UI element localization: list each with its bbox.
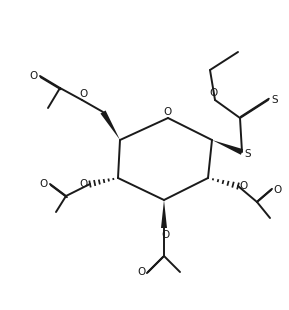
Text: S: S [245, 149, 251, 159]
Polygon shape [161, 200, 167, 228]
Text: O: O [210, 88, 218, 98]
Text: O: O [161, 230, 169, 240]
Text: O: O [79, 89, 87, 99]
Text: O: O [240, 181, 248, 191]
Text: O: O [29, 71, 37, 81]
Text: O: O [137, 267, 145, 277]
Polygon shape [101, 110, 120, 140]
Text: O: O [274, 185, 282, 195]
Text: S: S [272, 95, 278, 105]
Text: O: O [39, 179, 47, 189]
Text: O: O [80, 179, 88, 189]
Text: O: O [164, 107, 172, 117]
Polygon shape [212, 140, 243, 155]
